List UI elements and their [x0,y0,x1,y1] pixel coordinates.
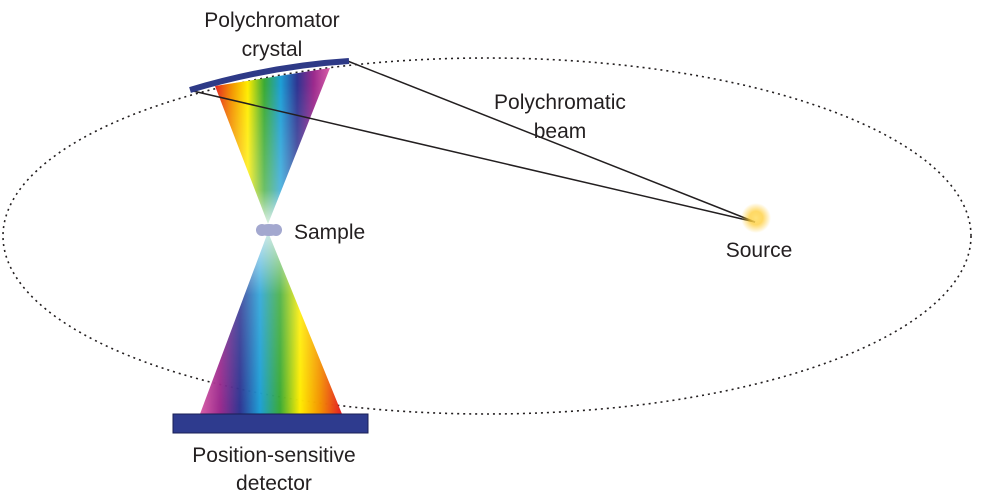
source-icon [741,203,771,233]
upper-spectrum-fan [215,68,330,224]
position-sensitive-detector [173,414,368,433]
lower-spectrum-fan [200,232,342,414]
sample-label: Sample [294,221,365,244]
crystal-label-line2: crystal [242,38,303,61]
sample-icon-lobe-2 [270,224,282,236]
detector-label-line1: Position-sensitive [192,444,355,467]
source-label: Source [726,239,793,262]
detector-label-line2: detector [236,472,312,495]
sample-icon-lobe [256,224,268,236]
beam-label-line1: Polychromatic [494,91,626,114]
focusing-orbit [3,58,971,414]
beam-label-line2: beam [534,120,587,143]
crystal-label-line1: Polychromator [204,9,339,32]
